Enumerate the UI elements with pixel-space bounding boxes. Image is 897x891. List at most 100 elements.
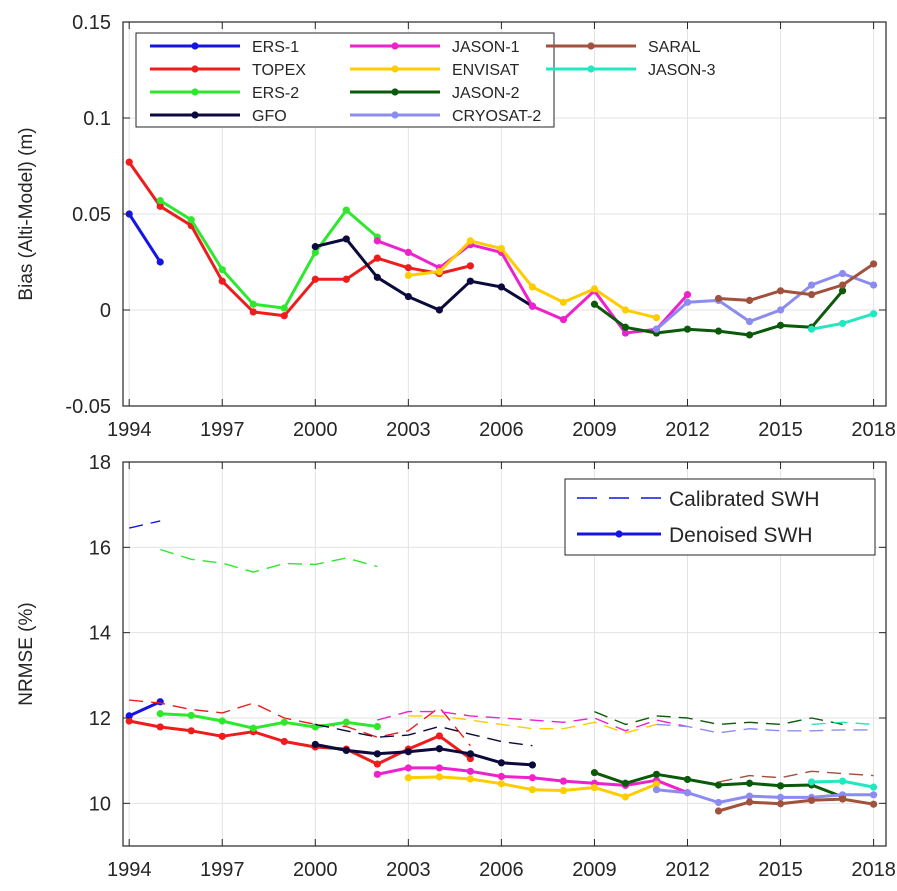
data-point-envisat xyxy=(466,775,474,783)
data-point-jason-1 xyxy=(373,237,381,245)
data-point-ers-2 xyxy=(156,196,164,205)
legend-label-ers-2: ERS-2 xyxy=(252,85,299,102)
data-point-ers-2 xyxy=(156,710,164,718)
data-point-envisat xyxy=(404,271,412,280)
y-tick-label: 0.1 xyxy=(83,108,111,130)
data-point-envisat xyxy=(652,780,661,788)
legend-marker-jason-1 xyxy=(391,42,399,50)
data-point-jason-3 xyxy=(869,783,878,791)
legend-satellites: ERS-1 TOPEX ERS-2 GFO JASON-1 ENVISAT JASON-2 C… xyxy=(135,32,716,128)
data-point-jason-3 xyxy=(807,778,816,786)
legend-marker-ers-2 xyxy=(191,88,199,96)
x-tick-label: 2015 xyxy=(758,859,803,881)
data-point-jason-1 xyxy=(528,774,537,782)
legend-marker-envisat xyxy=(391,65,399,73)
data-point-cryosat-2 xyxy=(745,317,754,326)
series-line-jason-2-dashed xyxy=(594,710,843,726)
data-point-saral xyxy=(714,807,723,815)
data-point-ers-1 xyxy=(156,258,164,266)
series-line-jason-3-dashed xyxy=(811,721,874,726)
data-point-gfo xyxy=(373,273,381,281)
legend-marker-cryosat-2 xyxy=(391,111,399,119)
legend-marker-jason-2 xyxy=(391,88,399,96)
data-point-jason-2 xyxy=(714,327,723,335)
series-line-envisat-dashed xyxy=(408,715,657,734)
data-point-saral xyxy=(869,260,878,268)
series-line-ers-2-dashed xyxy=(159,548,378,573)
series-line-jason-1-dashed xyxy=(377,710,688,732)
series-line-saral-dashed xyxy=(718,770,874,783)
data-point-envisat xyxy=(590,783,599,792)
series-line-topex xyxy=(127,161,471,318)
chart-panel-1: 1994 1997 2000 2003 2006 2009 2012 2015 2018 -0.0… xyxy=(16,12,896,441)
series-line-ers-1-dashed xyxy=(129,520,161,529)
data-point-ers-2 xyxy=(249,300,257,308)
data-point-jason-2 xyxy=(745,779,754,787)
data-point-ers-2 xyxy=(342,718,350,726)
data-point-envisat xyxy=(466,237,474,245)
y-tick-label: 10 xyxy=(89,793,111,815)
x-tick-label: 2012 xyxy=(665,419,710,441)
y-tick-label: 0 xyxy=(100,300,111,322)
data-point-saral xyxy=(776,287,785,295)
data-point-gfo xyxy=(311,243,319,251)
data-point-gfo xyxy=(466,750,474,758)
x-tick-label: 2000 xyxy=(293,859,338,881)
data-point-jason-2 xyxy=(590,300,599,308)
data-point-envisat xyxy=(621,793,630,801)
data-point-envisat xyxy=(435,268,443,276)
data-point-cryosat-2 xyxy=(652,786,661,794)
data-point-saral xyxy=(776,800,785,808)
y-axis-title: Bias (Alti-Model) (m) xyxy=(16,127,37,300)
data-point-ers-2 xyxy=(249,724,257,732)
x-tick-label: 2000 xyxy=(293,419,338,441)
legend-label-jason-1: JASON-1 xyxy=(452,39,520,56)
data-point-jason-1 xyxy=(373,770,381,778)
data-point-gfo xyxy=(342,746,350,755)
data-point-ers-2 xyxy=(373,722,381,731)
data-point-jason-2 xyxy=(683,775,692,784)
data-point-topex xyxy=(156,723,164,731)
legend-label-saral: SARAL xyxy=(648,39,701,56)
data-point-jason-2 xyxy=(621,779,630,787)
x-tick-label: 1994 xyxy=(107,419,152,441)
data-point-envisat xyxy=(621,306,630,314)
data-point-topex xyxy=(466,262,474,270)
series-line-ers-1-solid xyxy=(128,700,161,718)
x-tick-label: 2015 xyxy=(758,419,803,441)
x-tick-label: 2006 xyxy=(479,859,524,881)
series-line-saral-solid xyxy=(718,797,874,813)
series-line-ers-2 xyxy=(159,199,379,310)
legend-label-envisat: ENVISAT xyxy=(452,62,520,79)
data-point-jason-2 xyxy=(838,287,847,295)
series-line-topex-dashed xyxy=(129,699,471,747)
data-point-topex xyxy=(435,732,443,740)
data-point-envisat xyxy=(559,298,568,306)
data-point-jason-1 xyxy=(497,772,505,781)
series-line-ers-1 xyxy=(127,213,162,263)
series-line-gfo xyxy=(314,237,534,312)
y-tick-label: 14 xyxy=(89,623,111,645)
data-point-jason-2 xyxy=(683,325,692,333)
data-point-ers-2 xyxy=(311,248,319,256)
data-point-topex xyxy=(280,312,288,320)
data-point-cryosat-2 xyxy=(869,281,878,289)
legend-marker-topex xyxy=(191,65,199,73)
data-point-jason-1 xyxy=(528,302,537,310)
data-point-ers-2 xyxy=(280,304,288,312)
data-point-topex xyxy=(404,264,412,272)
data-point-jason-2 xyxy=(652,770,661,778)
y-tick-label: -0.05 xyxy=(65,396,111,418)
data-point-gfo xyxy=(373,750,381,758)
x-tick-label: 1997 xyxy=(200,419,245,441)
legend-label-ers-1: ERS-1 xyxy=(252,39,299,56)
data-point-gfo xyxy=(404,748,412,756)
data-point-jason-1 xyxy=(404,248,412,256)
data-point-saral xyxy=(838,795,847,803)
data-point-ers-2 xyxy=(218,266,226,274)
data-point-jason-2 xyxy=(776,782,785,790)
series-line-gfo-solid xyxy=(315,743,533,767)
data-point-topex xyxy=(218,732,226,740)
data-point-cryosat-2 xyxy=(683,298,692,306)
